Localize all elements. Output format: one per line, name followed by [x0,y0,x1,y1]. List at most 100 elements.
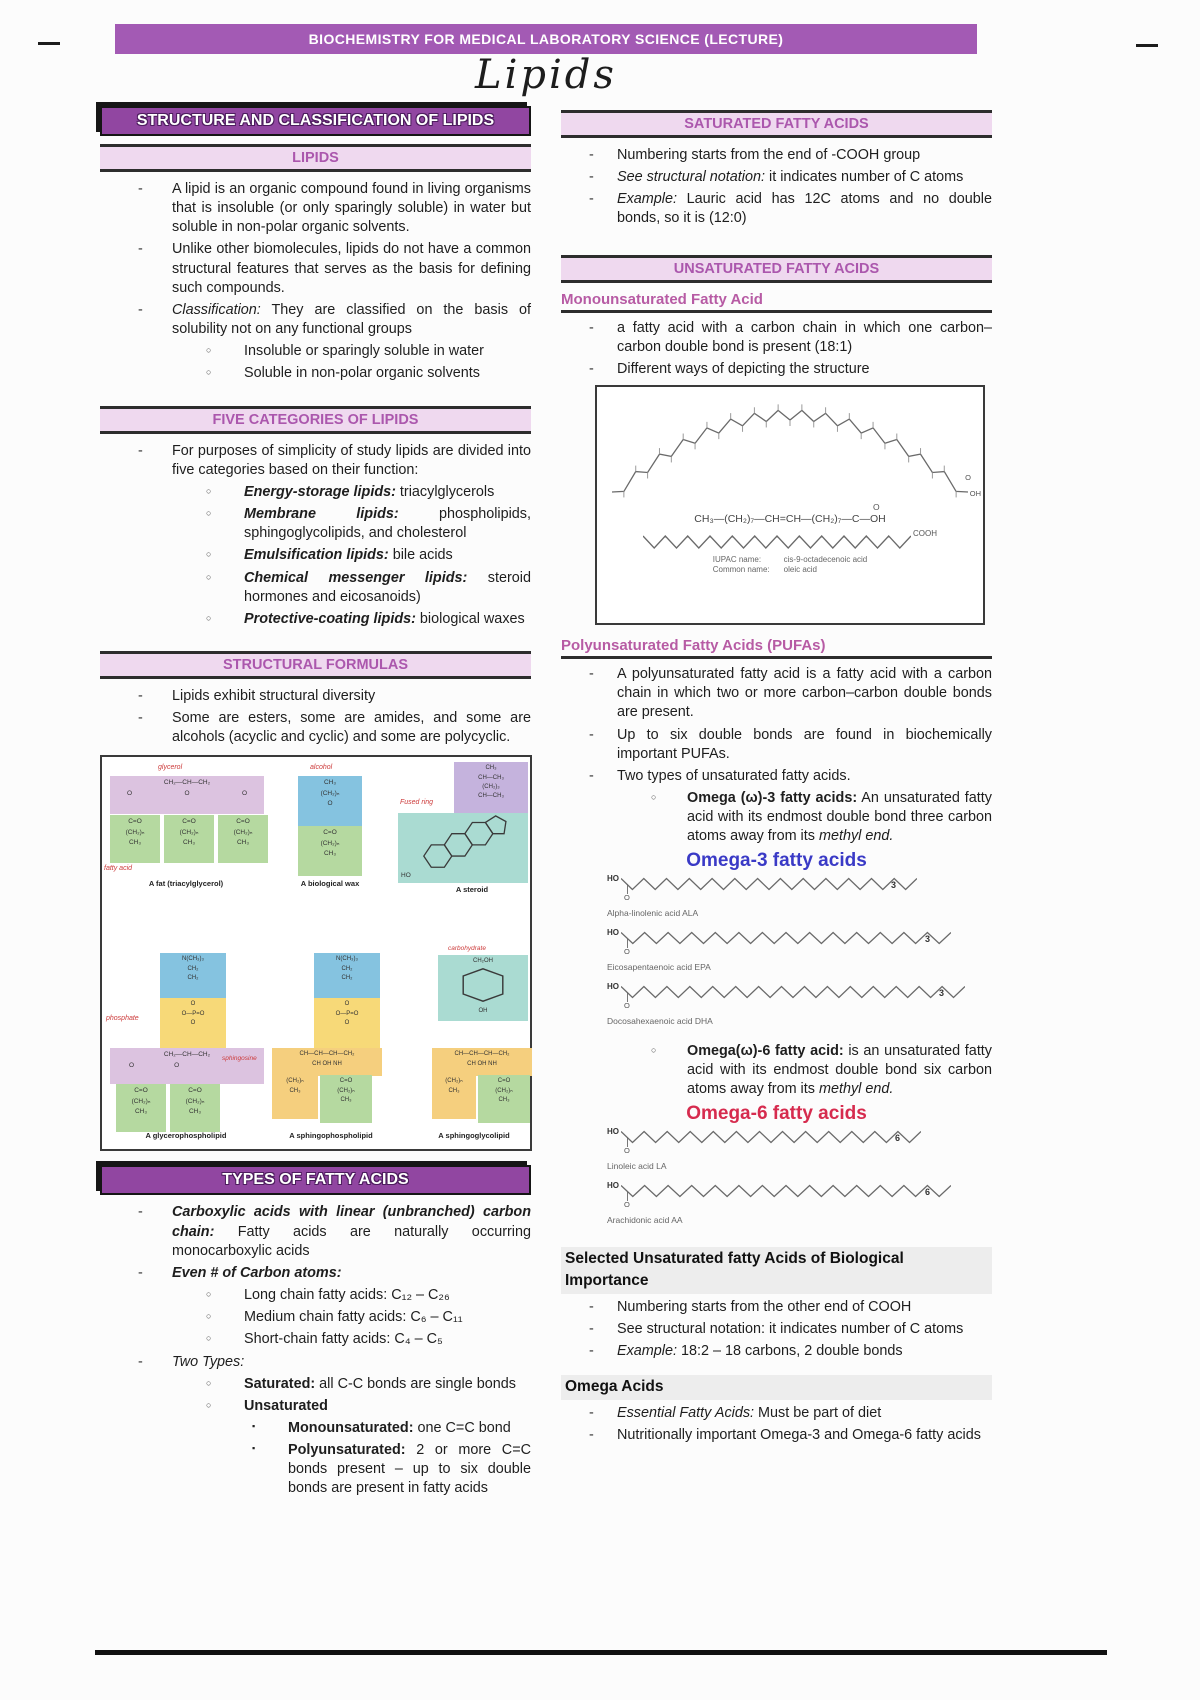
bullet-text: 2 or more C=C bonds present – up to six … [288,1442,531,1497]
bullet-item: For purposes of simplicity of study lipi… [100,442,531,480]
bullet-text: steroid hormones and eicosanoids) [244,569,531,605]
bullet-lead: Essential Fatty Acids: [617,1404,755,1421]
chain-drawing [621,877,917,890]
sugar-ring-drawing [462,967,504,1002]
carbonyl-o-label: O [965,473,971,483]
omega6-title: Omega-6 fatty acids [686,1102,867,1124]
bullet-lead: Carboxylic acids with linear (unbranched… [172,1204,531,1240]
alcohol-block: CH₃ (CH₂)ₙ O [298,776,362,827]
bullet-text: See structural notation: it indicates nu… [617,1321,964,1338]
carbonyl-o-label: O [872,502,880,513]
bullet-item: Saturated: all C-C bonds are single bond… [100,1375,531,1394]
figure-caption: A sphingophospholipid [289,1131,373,1141]
bullet-lead: Chemical messenger lipids: [244,569,468,586]
sphingosine-label: sphingosine [222,1055,257,1063]
bullet-item: Example: 18:2 – 18 carbons, 2 double bon… [561,1342,992,1361]
bullet-tail: methyl end. [818,828,894,845]
section-header-types-of-fatty-acids: TYPES OF FATTY ACIDS [100,1165,531,1196]
bullet-text: is an unsaturated fatty acid with its en… [687,1042,993,1097]
bullet-text: Short-chain fatty acids: C₄ – C₅ [244,1331,443,1348]
bullet-item: Even # of Carbon atoms: [100,1264,531,1283]
bullet-item: See structural notation: it indicates nu… [561,168,992,187]
fused-ring-label: Fused ring [400,799,434,807]
bullet-lead: Protective-coating lipids: [244,610,416,627]
page-title: Lipids [475,52,617,98]
fatty-acid-label: fatty acid [104,865,133,873]
fatty-acid-structure-la: HO O 6 Linoleic acid LA [607,1127,992,1179]
figure-caption: A fat (triacylglycerol) [148,879,224,889]
bullet-lead: Classification: [172,301,261,318]
figure-caption: A biological wax [300,879,360,889]
heading-selected-unsaturated: Selected Unsaturated fatty Acids of Biol… [561,1246,992,1294]
formula-line: CH₂—CH—CH₂ [163,779,211,787]
bullet-text: Lipids exhibit structural diversity [172,687,376,704]
figure-caption: IUPAC name: Common name: cis-9-octadeceno… [712,555,868,575]
bullet-text: bile acids [388,547,453,564]
bullet-text: it indicates number of C atoms [765,169,964,186]
sphingosine-block: CH—CH—CH—CH₂ CH OH NH [432,1048,532,1077]
bullet-text: Lauric acid has 12C atoms and no double … [617,191,992,227]
section-header-five-categories: FIVE CATEGORIES OF LIPIDS [100,405,531,434]
bullet-lead: Even # of Carbon atoms: [172,1264,342,1281]
alcohol-label: alcohol [310,764,333,772]
structure-caption: Eicosapentaenoic acid EPA [607,961,711,972]
omega-number: 3 [891,879,897,890]
o-label: O [624,1000,630,1010]
bullet-text: Unlike other biomolecules, lipids do not… [172,241,531,296]
bullet-item: Protective-coating lipids: biological wa… [100,610,531,629]
phosphate-block: O O—P=O O [314,998,380,1049]
bullet-text: Nutritionally important Omega-3 and Omeg… [617,1427,981,1443]
fatty-acid-structure-ala: HO O 3 Alpha-linolenic acid ALA [607,874,992,926]
amino-alcohol-block: N(CH₃)₃ CH₂ CH₂ [160,953,226,1000]
bullet-item: Omega(ω)-6 fatty acid: is an unsaturated… [561,1042,992,1099]
bullet-item: Up to six double bonds are found in bioc… [561,726,992,764]
section-header-structure-classification: STRUCTURE AND CLASSIFICATION OF LIPIDS [100,106,531,136]
bullet-item: A lipid is an organic compound found in … [100,180,531,237]
structure-caption: Linoleic acid LA [607,1160,667,1171]
fatty-acid-structure-aa: HO O 6 Arachidonic acid AA [607,1181,992,1233]
bullet-text: An unsaturated fatty acid with its endmo… [687,790,992,845]
sphingosine-block: CH—CH—CH—CH₂ CH OH NH [272,1048,382,1077]
wax-fatty-acid-block: C=O (CH₂)ₙ CH₃ [298,826,362,877]
ho-label: HO [607,981,619,991]
bullet-item: Membrane lipids: phospholipids, sphingog… [100,505,531,543]
bullet-text: Insoluble or sparingly soluble in water [244,343,484,360]
bullet-item: Polyunsaturated: 2 or more C=C bonds pre… [100,1441,531,1498]
line-angle-drawing [643,535,911,550]
bullet-text: Medium chain fatty acids: C₆ – C₁₁ [244,1309,463,1326]
bullet-text: Numbering starts from the end of -COOH g… [617,147,921,163]
bullet-item: Two types of unsaturated fatty acids. [561,767,992,786]
bullet-text: For purposes of simplicity of study lipi… [172,442,531,478]
bullet-lead: Emulsification lipids: [244,547,389,564]
skeletal-formula: COOH [597,529,983,551]
chain-drawing [621,1184,951,1198]
bullet-lead: Unsaturated [244,1397,328,1414]
bullet-text: 18:2 – 18 carbons, 2 double bonds [677,1343,903,1360]
omega-number: 3 [939,987,945,998]
figure-caption: A sphingoglycolipid [438,1131,510,1141]
o-label: O [624,1199,630,1209]
bullet-item: A polyunsaturated fatty acid is a fatty … [561,665,992,722]
phosphate-block: O O—P=O O [160,998,226,1049]
carbohydrate-block: CH₂OH OH [438,955,528,1022]
oleic-acid-structure-figure: O OH CH₃—(CH₂)₇—CH=CH—(CH₂)₇—C—OH O COOH… [595,385,985,626]
o-label: O [624,946,630,956]
bullet-lead: Polyunsaturated: [288,1442,406,1459]
omega3-title: Omega-3 fatty acids [686,849,867,871]
bullet-item: a fatty acid with a carbon chain in whic… [561,319,992,357]
bullet-text: Up to six double bonds are found in bioc… [617,726,992,762]
bullet-text: triacylglycerols [395,483,495,500]
bullet-item: Numbering starts from the other end of C… [561,1298,992,1317]
course-banner-text: BIOCHEMISTRY FOR MEDICAL LABORATORY SCIE… [308,31,784,47]
omega-number: 6 [925,1186,931,1197]
chain-drawing [621,1130,921,1144]
bullet-text: Soluble in non-polar organic solvents [244,365,480,382]
figure-caption: A steroid [455,885,489,895]
course-banner: BIOCHEMISTRY FOR MEDICAL LABORATORY SCIE… [115,24,977,54]
cooh-label: COOH [913,529,937,539]
section-header-saturated: SATURATED FATTY ACIDS [561,110,992,138]
bullet-item: Different ways of depicting the structur… [561,360,992,379]
bullet-lead: Energy-storage lipids: [244,483,396,500]
hydroxyl-label: OH [969,489,981,499]
structure-caption: Arachidonic acid AA [607,1214,683,1225]
